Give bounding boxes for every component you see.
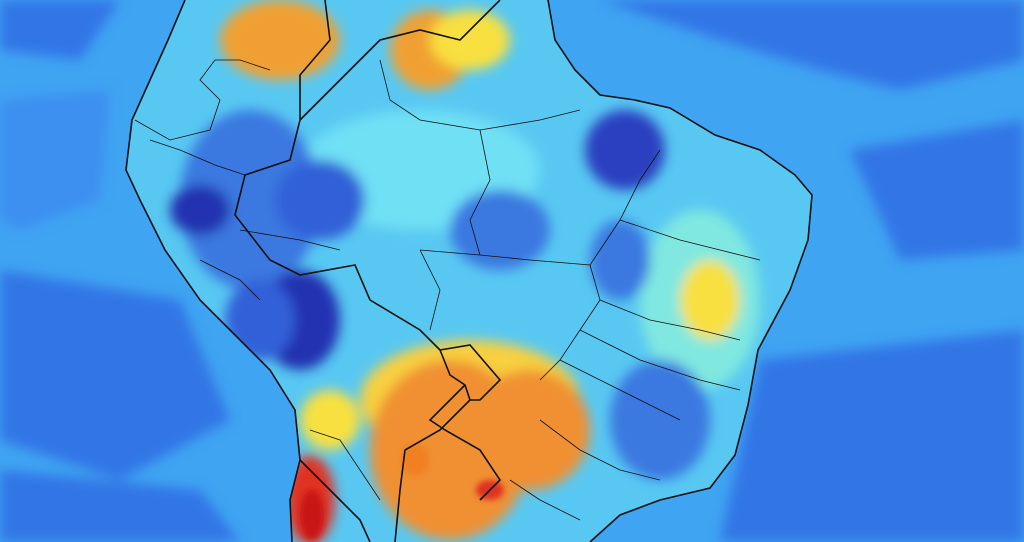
borders <box>125 0 813 542</box>
